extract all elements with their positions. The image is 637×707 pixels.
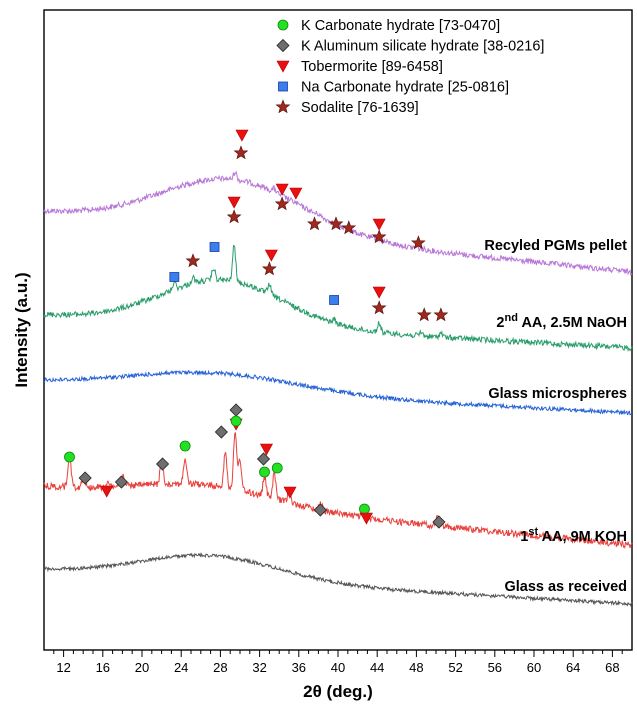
legend-marker-tobermorite [276, 60, 290, 73]
legend-label-na_carbonate: Na Carbonate hydrate [25-0816] [301, 80, 509, 96]
marker-k_aluminum [256, 452, 271, 466]
x-tick-label: 60 [527, 660, 541, 675]
series-label-number: 2 [496, 315, 504, 331]
marker-k_carbonate [359, 503, 370, 515]
series-labels: Recyled PGMs pellet 2nd AA, 2.5M NaOH Glas… [484, 238, 627, 595]
series-label-text: Recyled PGMs pellet [484, 238, 627, 254]
x-tick-label: 68 [605, 660, 619, 675]
xrd-curve-microspheres [43, 369, 633, 416]
x-tick-label: 32 [252, 660, 266, 675]
marker-k_aluminum [313, 503, 327, 517]
marker-sodalite [433, 307, 449, 322]
marker-sodalite [226, 209, 242, 224]
series-label-text: AA, 2.5M NaOH [518, 315, 627, 331]
marker-k_aluminum [114, 475, 128, 489]
legend-marker-sodalite [275, 99, 291, 114]
marker-tobermorite [227, 196, 241, 209]
series-label-microspheres: Glass microspheres [488, 386, 627, 402]
x-tick-label: 24 [174, 660, 188, 675]
marker-sodalite [371, 229, 387, 244]
marker-tobermorite [264, 249, 278, 262]
marker-tobermorite [283, 486, 297, 499]
marker-sodalite [307, 216, 322, 231]
marker-sodalite [233, 145, 249, 160]
series-label-received: Glass as received [504, 579, 627, 595]
legend-label-sodalite: Sodalite [76-1639] [301, 100, 419, 116]
legend-marker-k_carbonate [277, 19, 289, 31]
legend-marker-k_aluminum [276, 38, 290, 53]
marker-tobermorite [275, 183, 289, 196]
marker-k_aluminum [432, 515, 446, 529]
marker-sodalite [261, 261, 277, 276]
marker-sodalite [371, 300, 387, 315]
xrd-curve-received [43, 552, 633, 607]
marker-k_aluminum [78, 471, 92, 485]
marker-tobermorite [259, 443, 273, 456]
marker-sodalite [274, 196, 290, 211]
marker-tobermorite [235, 129, 249, 142]
marker-k_carbonate [271, 462, 283, 474]
x-tick-label: 16 [96, 660, 110, 675]
marker-sodalite [416, 307, 432, 322]
series-label-number: 1 [520, 529, 528, 545]
x-tick-label: 12 [56, 660, 70, 675]
marker-sodalite [328, 216, 344, 231]
series-label-superscript: nd [505, 312, 518, 324]
marker-tobermorite [289, 187, 303, 200]
x-axis-title: 2θ (deg.) [303, 682, 373, 701]
marker-k_aluminum [214, 425, 228, 439]
xrd-curve-naoh [43, 245, 633, 353]
xrd-curve-koh [43, 432, 633, 550]
y-axis-title: Intensity (a.u.) [12, 272, 31, 387]
series-label-koh: 1st AA, 9M KOH [520, 526, 627, 545]
marker-k_carbonate [230, 415, 242, 427]
x-tick-label: 48 [409, 660, 423, 675]
legend: K Carbonate hydrate [73-0470] K Aluminum … [275, 18, 544, 116]
series-label-text: Glass as received [504, 579, 627, 595]
phase-markers [64, 129, 449, 529]
x-tick-label: 20 [135, 660, 149, 675]
marker-sodalite [341, 220, 357, 235]
marker-na_carbonate [329, 295, 339, 305]
x-tick-label: 44 [370, 660, 384, 675]
marker-k_aluminum [156, 457, 170, 471]
marker-k_carbonate [179, 440, 191, 452]
x-tick-label: 64 [566, 660, 580, 675]
marker-k_aluminum [229, 403, 243, 417]
marker-k_carbonate [64, 451, 75, 463]
legend-label-k_carbonate: K Carbonate hydrate [73-0470] [301, 18, 500, 34]
x-tick-label: 36 [292, 660, 306, 675]
marker-na_carbonate [209, 242, 220, 252]
marker-na_carbonate [169, 272, 180, 282]
series-label-naoh: 2nd AA, 2.5M NaOH [496, 312, 627, 331]
marker-tobermorite [100, 485, 114, 498]
marker-tobermorite [359, 512, 373, 525]
x-tick-label: 52 [448, 660, 462, 675]
marker-tobermorite [372, 286, 386, 299]
marker-k_carbonate [259, 466, 270, 478]
series-label-recycled: Recyled PGMs pellet [484, 238, 627, 254]
series-label-text: AA, 9M KOH [538, 529, 627, 545]
x-tick-label: 28 [213, 660, 227, 675]
series-label-superscript: st [528, 526, 538, 538]
marker-sodalite [185, 253, 201, 268]
legend-label-k_aluminum: K Aluminum silicate hydrate [38-0216] [301, 39, 544, 55]
marker-tobermorite [372, 218, 386, 231]
x-tick-label: 56 [488, 660, 502, 675]
series-label-text: Glass microspheres [488, 386, 627, 402]
legend-marker-na_carbonate [278, 81, 288, 92]
legend-label-tobermorite: Tobermorite [89-6458] [301, 59, 443, 75]
x-tick-label: 40 [331, 660, 345, 675]
marker-sodalite [410, 235, 426, 250]
